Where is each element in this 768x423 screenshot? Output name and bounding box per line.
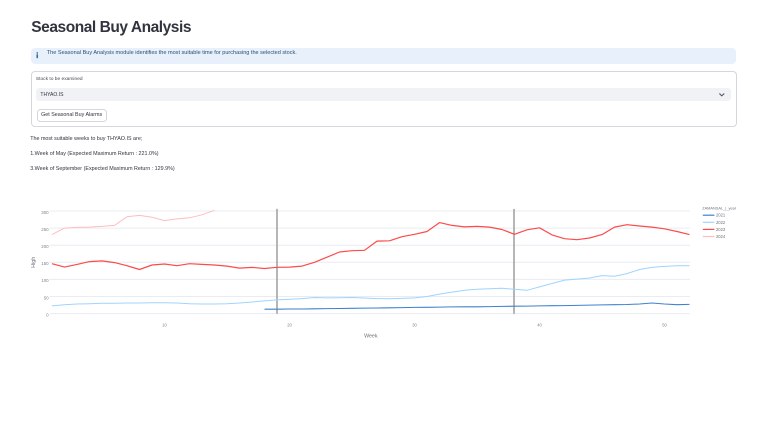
svg-text:250: 250 [41,227,49,232]
svg-text:2021: 2021 [716,213,726,218]
svg-text:2022: 2022 [716,220,726,225]
svg-text:300: 300 [41,210,49,215]
svg-text:High: High [31,257,37,268]
svg-text:0: 0 [46,312,49,317]
svg-text:200: 200 [41,244,49,249]
svg-text:50: 50 [44,295,49,300]
svg-text:Week: Week [364,333,378,339]
svg-text:50: 50 [662,323,667,328]
svg-text:150: 150 [41,261,49,266]
svg-text:20: 20 [287,323,292,328]
svg-text:100: 100 [41,278,49,283]
svg-text:10: 10 [162,323,167,328]
svg-text:ZAMANSAL_|_year: ZAMANSAL_|_year [702,205,737,210]
svg-text:30: 30 [412,323,417,328]
svg-text:2023: 2023 [716,227,726,232]
svg-text:40: 40 [537,323,542,328]
svg-text:2024: 2024 [716,234,726,239]
